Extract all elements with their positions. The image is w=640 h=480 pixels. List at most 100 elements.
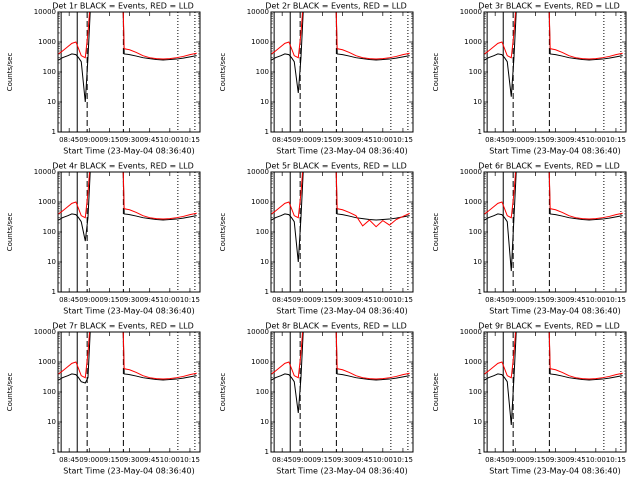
- panel: Det 2r BLACK = Events, RED = LLD Start Ti…: [219, 2, 414, 156]
- panel-title: Det 5r BLACK = Events, RED = LLD: [265, 162, 407, 171]
- y-tick-label: 10000: [34, 328, 56, 336]
- y-tick-label: 1: [478, 128, 482, 136]
- panel: Det 6r BLACK = Events, RED = LLD Start Ti…: [432, 162, 627, 316]
- x-tick-label: 09:45: [566, 456, 586, 464]
- y-axis-label: Counts/sec: [6, 373, 14, 412]
- x-tick-label: 09:45: [353, 296, 373, 304]
- x-tick-label: 09:15: [99, 456, 119, 464]
- x-tick-label: 09:15: [525, 296, 545, 304]
- x-axis-label: Start Time (23-May-04 08:36:40): [276, 147, 407, 156]
- x-tick-label: 09:30: [545, 136, 565, 144]
- x-tick-label: 09:30: [545, 456, 565, 464]
- x-tick-label: 09:30: [332, 296, 352, 304]
- y-tick-label: 100: [43, 68, 56, 76]
- x-axis-label: Start Time (23-May-04 08:36:40): [489, 467, 620, 476]
- x-tick-label: 09:45: [353, 136, 373, 144]
- y-axis-label: Counts/sec: [219, 53, 227, 92]
- y-tick-label: 1: [52, 128, 56, 136]
- x-tick-label: 10:00: [373, 136, 393, 144]
- y-axis-label: Counts/sec: [6, 213, 14, 252]
- x-tick-label: 10:00: [586, 296, 606, 304]
- series-line: [484, 332, 623, 380]
- x-axis-label: Start Time (23-May-04 08:36:40): [276, 307, 407, 316]
- y-tick-label: 1: [265, 128, 269, 136]
- x-tick-label: 09:00: [292, 456, 312, 464]
- y-tick-label: 1000: [464, 198, 482, 206]
- panel-title: Det 2r BLACK = Events, RED = LLD: [265, 2, 407, 11]
- panel-title: Det 6r BLACK = Events, RED = LLD: [478, 162, 620, 171]
- y-tick-label: 10000: [460, 168, 482, 176]
- x-axis-label: Start Time (23-May-04 08:36:40): [63, 307, 194, 316]
- y-tick-label: 10: [47, 418, 56, 426]
- series-line: [58, 12, 197, 60]
- x-axis-label: Start Time (23-May-04 08:36:40): [63, 147, 194, 156]
- x-tick-label: 08:45: [272, 136, 292, 144]
- panel-title: Det 7r BLACK = Events, RED = LLD: [52, 322, 194, 331]
- x-tick-label: 09:00: [505, 296, 525, 304]
- x-tick-label: 09:15: [525, 136, 545, 144]
- x-tick-label: 09:00: [292, 136, 312, 144]
- y-tick-label: 1000: [38, 198, 56, 206]
- x-tick-label: 09:30: [119, 136, 139, 144]
- series-line: [58, 332, 197, 380]
- y-tick-label: 10: [47, 98, 56, 106]
- y-tick-label: 10: [47, 258, 56, 266]
- x-tick-label: 10:15: [606, 136, 626, 144]
- y-tick-label: 10000: [34, 168, 56, 176]
- series-line: [58, 172, 197, 220]
- series-line: [484, 332, 623, 425]
- x-tick-label: 08:45: [272, 456, 292, 464]
- y-tick-label: 10: [260, 258, 269, 266]
- y-tick-label: 10: [260, 418, 269, 426]
- y-tick-label: 100: [256, 68, 269, 76]
- x-tick-label: 09:45: [566, 296, 586, 304]
- x-tick-label: 09:30: [119, 456, 139, 464]
- series-line: [271, 172, 410, 263]
- y-tick-label: 1000: [251, 198, 269, 206]
- x-tick-label: 08:45: [59, 456, 79, 464]
- y-axis-label: Counts/sec: [219, 373, 227, 412]
- plot-frame: [270, 331, 414, 453]
- y-tick-label: 10: [260, 98, 269, 106]
- y-tick-label: 100: [256, 228, 269, 236]
- x-tick-label: 10:15: [180, 136, 200, 144]
- y-tick-label: 1: [265, 448, 269, 456]
- plot-frame: [57, 11, 201, 133]
- x-tick-label: 08:45: [59, 296, 79, 304]
- y-tick-label: 10: [473, 418, 482, 426]
- series-line: [58, 12, 197, 103]
- panel-title: Det 4r BLACK = Events, RED = LLD: [52, 162, 194, 171]
- y-tick-label: 1000: [464, 358, 482, 366]
- y-axis-label: Counts/sec: [432, 373, 440, 412]
- panel-title: Det 3r BLACK = Events, RED = LLD: [478, 2, 620, 11]
- x-tick-label: 10:15: [606, 296, 626, 304]
- y-tick-label: 1: [52, 288, 56, 296]
- x-tick-label: 09:00: [79, 136, 99, 144]
- x-tick-label: 09:45: [566, 136, 586, 144]
- panel: Det 4r BLACK = Events, RED = LLD Start Ti…: [6, 162, 201, 316]
- x-tick-label: 09:30: [119, 296, 139, 304]
- panel: Det 5r BLACK = Events, RED = LLD Start Ti…: [219, 162, 414, 316]
- y-tick-label: 10: [473, 98, 482, 106]
- series-line: [484, 12, 623, 97]
- x-tick-label: 10:00: [160, 136, 180, 144]
- panel-title: Det 9r BLACK = Events, RED = LLD: [478, 322, 620, 331]
- x-tick-label: 10:00: [373, 456, 393, 464]
- series-line: [484, 172, 623, 272]
- y-tick-label: 1000: [251, 38, 269, 46]
- plot-frame: [483, 11, 627, 133]
- y-tick-label: 1000: [251, 358, 269, 366]
- y-tick-label: 10000: [247, 168, 269, 176]
- x-tick-label: 09:15: [312, 136, 332, 144]
- y-tick-label: 1000: [464, 38, 482, 46]
- x-axis-label: Start Time (23-May-04 08:36:40): [489, 147, 620, 156]
- x-tick-label: 10:15: [393, 456, 413, 464]
- series-line: [271, 332, 410, 414]
- series-line: [271, 12, 410, 60]
- x-tick-label: 10:00: [586, 136, 606, 144]
- x-tick-label: 10:00: [586, 456, 606, 464]
- series-line: [484, 172, 623, 220]
- series-line: [271, 332, 410, 380]
- x-tick-label: 10:15: [180, 296, 200, 304]
